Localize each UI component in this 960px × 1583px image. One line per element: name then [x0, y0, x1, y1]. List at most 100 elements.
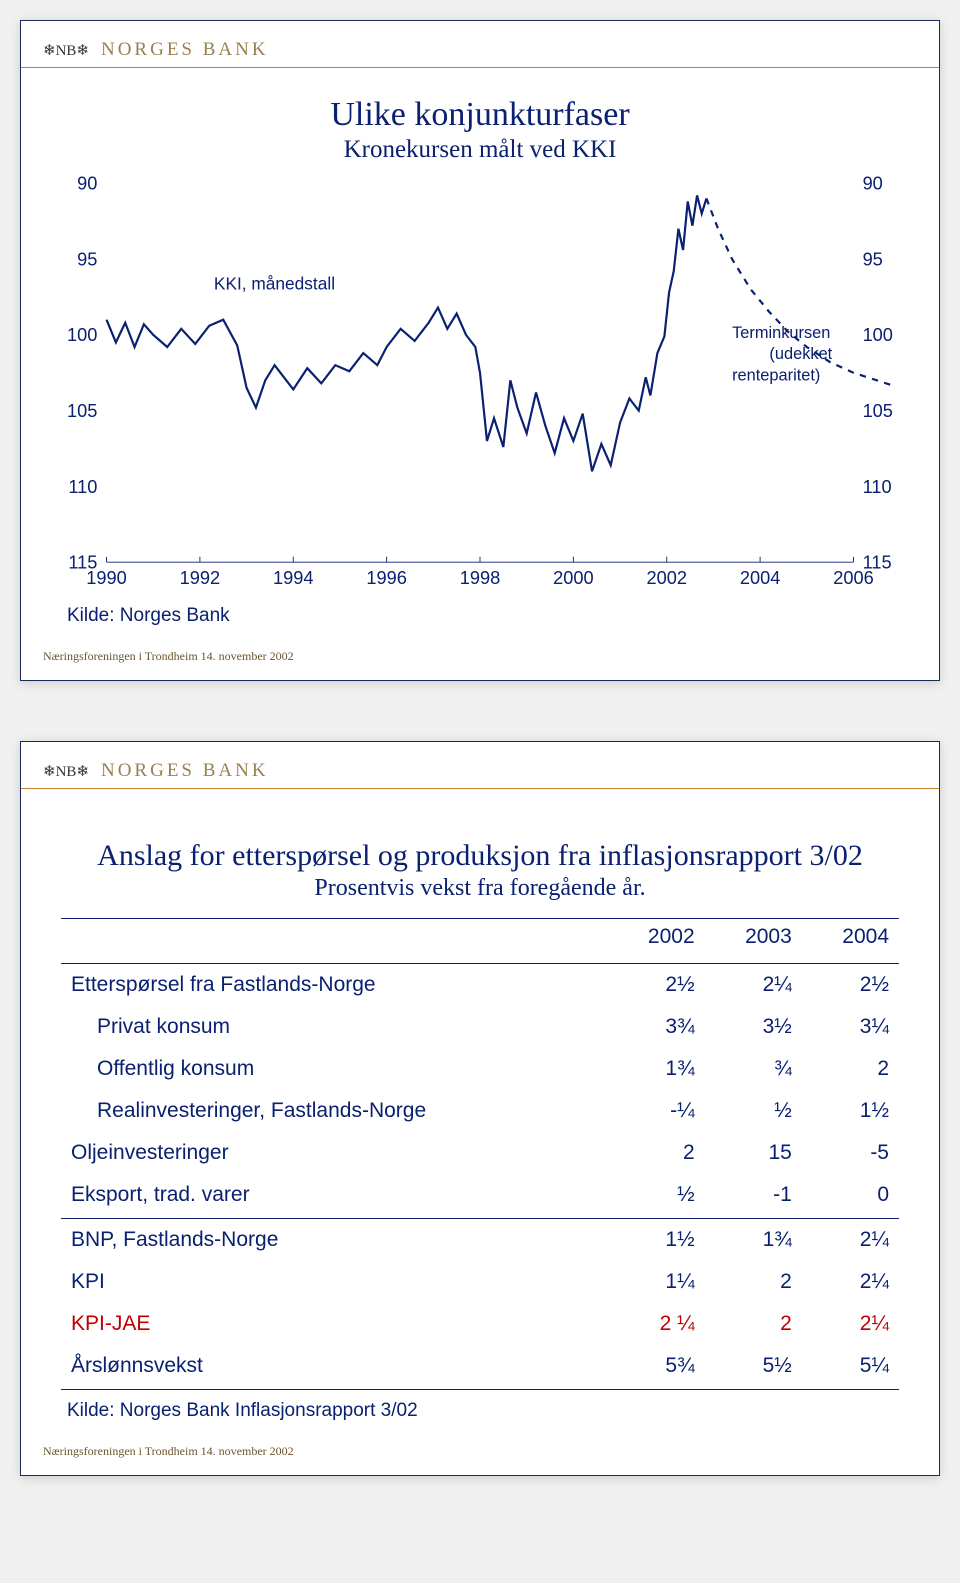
- svg-text:1994: 1994: [273, 568, 314, 588]
- row-label: KPI-JAE: [61, 1303, 607, 1345]
- svg-text:Terminkursen: Terminkursen: [732, 324, 830, 342]
- table-header: 2003: [705, 919, 802, 964]
- row-value: 2 ¼: [607, 1303, 704, 1345]
- row-label: Privat konsum: [61, 1006, 607, 1048]
- slide-header: ❄NB❄ NORGES BANK: [21, 21, 939, 68]
- forecast-table: 200220032004Etterspørsel fra Fastlands-N…: [61, 916, 899, 1390]
- slide1-subtitle: Kronekursen målt ved KKI: [61, 136, 899, 164]
- row-value: 1¼: [607, 1261, 704, 1303]
- table-row: Årslønnsvekst5¾5½5¼: [61, 1345, 899, 1387]
- row-label: Realinvesteringer, Fastlands-Norge: [61, 1090, 607, 1132]
- row-label: Offentlig konsum: [61, 1048, 607, 1090]
- row-value: 5¼: [802, 1345, 899, 1387]
- table-row: Eksport, trad. varer½-10: [61, 1174, 899, 1216]
- svg-text:95: 95: [77, 249, 97, 269]
- svg-text:90: 90: [863, 176, 883, 194]
- table-row: KPI1¼22¼: [61, 1261, 899, 1303]
- row-value: ½: [705, 1090, 802, 1132]
- brand-logo: ❄NB❄ NORGES BANK: [43, 39, 269, 61]
- slide-table: ❄NB❄ NORGES BANK Anslag for etterspørsel…: [20, 741, 940, 1476]
- svg-text:2000: 2000: [553, 568, 594, 588]
- row-label: Årslønnsvekst: [61, 1345, 607, 1387]
- svg-text:1992: 1992: [180, 568, 221, 588]
- row-value: 1½: [607, 1219, 704, 1262]
- brand-name: NORGES BANK: [101, 39, 269, 61]
- row-value: ¾: [705, 1048, 802, 1090]
- table-row: Privat konsum3¾3½3¼: [61, 1006, 899, 1048]
- row-value: 2½: [607, 964, 704, 1007]
- brand-mark-icon2: ❄NB❄: [43, 762, 89, 781]
- line-chart-svg: 9090959510010010510511011011511519901992…: [61, 176, 899, 595]
- svg-text:2004: 2004: [740, 568, 781, 588]
- row-label: KPI: [61, 1261, 607, 1303]
- row-value: 2: [705, 1303, 802, 1345]
- row-value: -5: [802, 1132, 899, 1174]
- slide1-footer: Næringsforeningen i Trondheim 14. novemb…: [21, 643, 939, 670]
- row-value: 3¼: [802, 1006, 899, 1048]
- svg-text:105: 105: [67, 401, 97, 421]
- slide2-title: Anslag for etterspørsel og produksjon fr…: [61, 839, 899, 873]
- svg-text:1990: 1990: [86, 568, 127, 588]
- row-value: 1½: [802, 1090, 899, 1132]
- row-label: BNP, Fastlands-Norge: [61, 1219, 607, 1262]
- table-row: Offentlig konsum1¾¾2: [61, 1048, 899, 1090]
- row-value: 2½: [802, 964, 899, 1007]
- brand-logo2: ❄NB❄ NORGES BANK: [43, 760, 269, 782]
- row-value: -1: [705, 1174, 802, 1216]
- svg-text:1998: 1998: [460, 568, 501, 588]
- svg-text:110: 110: [68, 477, 97, 497]
- table-row: Oljeinvesteringer215-5: [61, 1132, 899, 1174]
- slide2-footer: Næringsforeningen i Trondheim 14. novemb…: [21, 1438, 939, 1465]
- svg-text:105: 105: [863, 401, 893, 421]
- table-row: Etterspørsel fra Fastlands-Norge2½2¼2½: [61, 964, 899, 1007]
- slide2-source: Kilde: Norges Bank Inflasjonsrapport 3/0…: [67, 1400, 899, 1422]
- svg-text:KKI, månedstall: KKI, månedstall: [214, 273, 335, 293]
- svg-text:2002: 2002: [646, 568, 687, 588]
- table-row: KPI-JAE2 ¼22¼: [61, 1303, 899, 1345]
- row-value: 2¼: [705, 964, 802, 1007]
- row-value: -¼: [607, 1090, 704, 1132]
- row-label: Etterspørsel fra Fastlands-Norge: [61, 964, 607, 1007]
- row-value: 2: [607, 1132, 704, 1174]
- table-header: 2002: [607, 919, 704, 964]
- row-value: 3¾: [607, 1006, 704, 1048]
- slide1-body: Ulike konjunkturfaser Kronekursen målt v…: [21, 68, 939, 643]
- slide2-subtitle: Prosentvis vekst fra foregående år.: [61, 875, 899, 902]
- row-value: 3½: [705, 1006, 802, 1048]
- svg-text:2006: 2006: [833, 568, 874, 588]
- slide1-title: Ulike konjunkturfaser: [61, 96, 899, 134]
- svg-text:100: 100: [863, 325, 893, 345]
- row-value: 5¾: [607, 1345, 704, 1387]
- slide1-source: Kilde: Norges Bank: [67, 605, 899, 627]
- svg-text:1996: 1996: [366, 568, 407, 588]
- kki-chart: 9090959510010010510511011011511519901992…: [61, 176, 899, 595]
- row-value: 1¾: [607, 1048, 704, 1090]
- brand-mark-icon: ❄NB❄: [43, 41, 89, 60]
- row-value: 15: [705, 1132, 802, 1174]
- row-value: 2¼: [802, 1261, 899, 1303]
- table-header: [61, 919, 607, 964]
- row-value: 2: [705, 1261, 802, 1303]
- table-separator: [61, 1387, 899, 1390]
- svg-text:110: 110: [863, 477, 892, 497]
- svg-text:(udekket: (udekket: [769, 345, 832, 363]
- row-value: 1¾: [705, 1219, 802, 1262]
- svg-text:90: 90: [77, 176, 97, 194]
- slide-chart: ❄NB❄ NORGES BANK Ulike konjunkturfaser K…: [20, 20, 940, 681]
- row-label: Eksport, trad. varer: [61, 1174, 607, 1216]
- row-label: Oljeinvesteringer: [61, 1132, 607, 1174]
- row-value: 5½: [705, 1345, 802, 1387]
- table-row: Realinvesteringer, Fastlands-Norge-¼½1½: [61, 1090, 899, 1132]
- table-row: BNP, Fastlands-Norge1½1¾2¼: [61, 1219, 899, 1262]
- row-value: ½: [607, 1174, 704, 1216]
- row-value: 0: [802, 1174, 899, 1216]
- table-header: 2004: [802, 919, 899, 964]
- row-value: 2¼: [802, 1303, 899, 1345]
- row-value: 2: [802, 1048, 899, 1090]
- row-value: 2¼: [802, 1219, 899, 1262]
- brand-name2: NORGES BANK: [101, 760, 269, 782]
- slide2-header: ❄NB❄ NORGES BANK: [21, 742, 939, 789]
- svg-text:renteparitet): renteparitet): [732, 366, 820, 384]
- svg-text:100: 100: [67, 325, 97, 345]
- slide2-body: Anslag for etterspørsel og produksjon fr…: [21, 789, 939, 1438]
